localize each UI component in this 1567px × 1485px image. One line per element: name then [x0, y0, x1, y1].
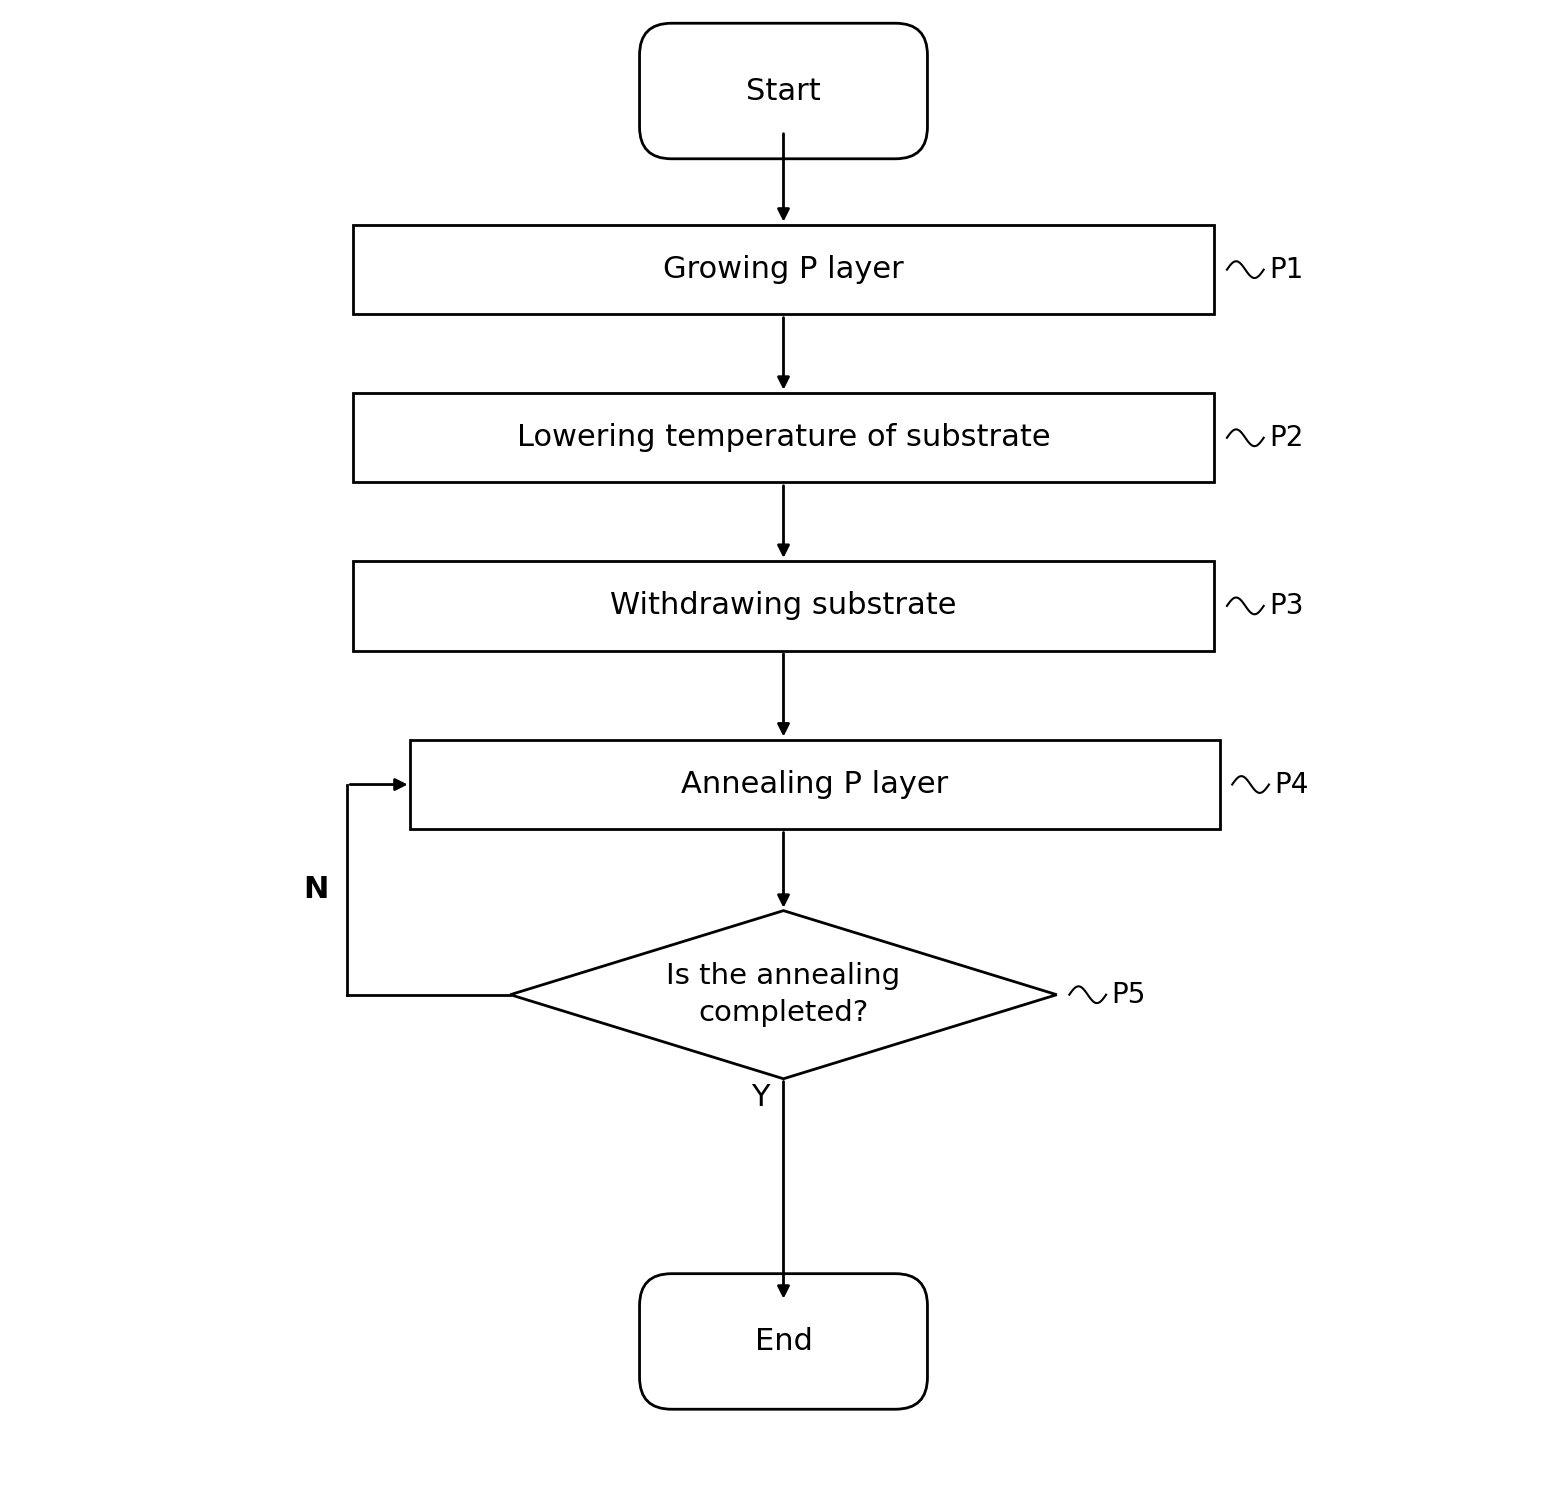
Text: P5: P5: [1111, 980, 1145, 1008]
Text: Y: Y: [751, 1083, 769, 1112]
Text: P1: P1: [1269, 255, 1304, 284]
Bar: [353, 394, 1214, 483]
Text: Lowering temperature of substrate: Lowering temperature of substrate: [517, 423, 1050, 453]
Text: Growing P layer: Growing P layer: [663, 255, 904, 284]
Text: Annealing P layer: Annealing P layer: [682, 771, 948, 799]
Bar: [411, 740, 1219, 829]
Text: Withdrawing substrate: Withdrawing substrate: [610, 591, 957, 621]
Text: Is the annealing
completed?: Is the annealing completed?: [666, 962, 901, 1028]
Text: P4: P4: [1274, 771, 1308, 799]
Bar: [353, 226, 1214, 315]
Polygon shape: [511, 910, 1056, 1078]
FancyBboxPatch shape: [639, 1274, 928, 1409]
Bar: [353, 561, 1214, 650]
FancyBboxPatch shape: [639, 24, 928, 159]
Text: End: End: [755, 1328, 812, 1356]
Text: N: N: [302, 875, 329, 904]
Text: Start: Start: [746, 77, 821, 105]
Text: P3: P3: [1269, 593, 1304, 619]
Text: P2: P2: [1269, 423, 1304, 451]
